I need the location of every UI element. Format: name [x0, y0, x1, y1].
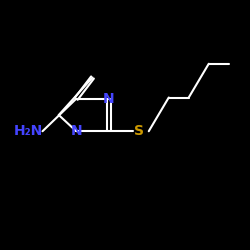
Text: N: N: [103, 92, 115, 106]
Text: H₂N: H₂N: [14, 124, 44, 138]
Text: S: S: [134, 124, 144, 138]
Text: N: N: [70, 124, 82, 138]
